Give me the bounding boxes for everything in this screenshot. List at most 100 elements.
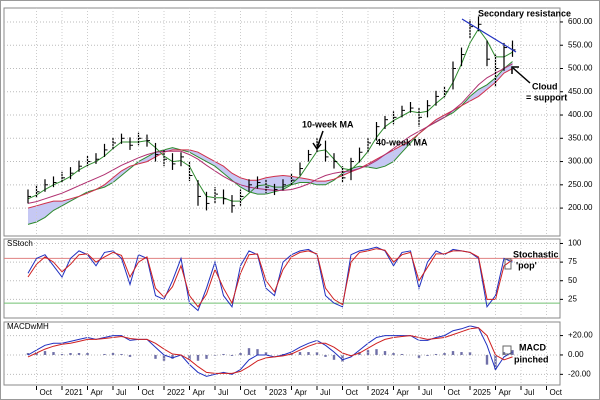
histogram-bar: [205, 354, 208, 359]
resistance-line: [461, 18, 517, 53]
y-tick-label: 250.00: [568, 180, 593, 189]
annotation: Cloud: [532, 81, 558, 91]
x-tick-label: 2023: [269, 388, 287, 397]
y-tick-label: 0.00: [568, 350, 584, 359]
y-tick-label: 100: [568, 239, 582, 248]
histogram-bar: [256, 349, 259, 355]
x-tick-label: Oct: [142, 388, 155, 397]
histogram-bar: [307, 352, 310, 355]
moving-average: [27, 27, 513, 202]
histogram-bar: [264, 352, 268, 355]
histogram-bar: [468, 352, 472, 355]
histogram-bar: [324, 354, 327, 357]
y-tick-label: 400.00: [568, 110, 593, 119]
panel-frame: [3, 7, 561, 237]
x-tick-label: Oct: [244, 388, 257, 397]
annotation: 40-week MA: [376, 137, 428, 147]
cloud-edge: [27, 68, 513, 209]
histogram-bar: [43, 351, 47, 355]
histogram-bar: [154, 354, 157, 359]
x-tick-label: Oct: [550, 388, 563, 397]
panel-label: SStoch: [7, 239, 33, 248]
histogram-bar: [120, 353, 123, 355]
panel-frame: [3, 321, 561, 386]
histogram-bar: [281, 353, 285, 355]
histogram-bar: [171, 354, 174, 359]
annotation: = support: [526, 92, 567, 102]
y-tick-label: 200.00: [568, 203, 593, 212]
x-tick-label: Oct: [346, 388, 359, 397]
histogram-bar: [239, 353, 242, 355]
annotation: MACD: [519, 342, 546, 352]
histogram-bar: [332, 354, 336, 360]
histogram-bar: [451, 351, 455, 355]
histogram-bar: [128, 354, 132, 357]
arrow-head: [312, 142, 322, 151]
histogram-bar: [230, 354, 234, 356]
histogram-bar: [375, 349, 378, 355]
histogram-bar: [417, 354, 421, 358]
x-tick-label: Apr: [91, 388, 104, 397]
histogram-bar: [400, 353, 404, 355]
x-tick-label: Jul: [524, 388, 534, 397]
histogram-bar: [69, 353, 72, 355]
x-tick-label: Apr: [295, 388, 308, 397]
highlight-box: [504, 258, 512, 270]
histogram-bar: [52, 352, 55, 355]
x-tick-label: 2022: [167, 388, 185, 397]
y-tick-label: 75: [568, 257, 577, 266]
highlight-box: [502, 345, 512, 355]
x-tick-label: Jul: [422, 388, 432, 397]
series-line: [27, 327, 513, 374]
histogram-bar: [188, 354, 191, 360]
x-tick-label: 2025: [473, 388, 491, 397]
histogram-bar: [434, 353, 438, 355]
y-tick-label: 25: [568, 294, 577, 303]
histogram-bar: [383, 351, 387, 355]
histogram-bar: [60, 353, 64, 355]
histogram-bar: [196, 354, 200, 361]
x-tick-label: Apr: [499, 388, 512, 397]
histogram-bar: [392, 353, 395, 355]
annotation: pinched: [514, 354, 549, 364]
x-tick-label: 2021: [65, 388, 83, 397]
histogram-bar: [86, 353, 89, 355]
x-tick-label: Jul: [218, 388, 228, 397]
histogram-bar: [443, 353, 446, 355]
histogram-bar: [315, 352, 319, 355]
histogram-bar: [111, 353, 115, 355]
annotation: 'pop': [516, 260, 537, 270]
arrow-head: [511, 66, 519, 74]
annotation: 10-week MA: [302, 119, 354, 129]
series-line: [27, 248, 513, 308]
histogram-bar: [162, 354, 166, 361]
y-tick-label: 50: [568, 276, 577, 285]
cloud: [28, 61, 513, 225]
histogram-bar: [103, 353, 106, 355]
x-tick-label: Apr: [397, 388, 410, 397]
y-tick-label: -20.00: [568, 369, 591, 378]
annotation: Stochastic: [513, 249, 559, 259]
y-tick-label: 450.00: [568, 87, 593, 96]
histogram-bar: [222, 353, 225, 355]
histogram-bar: [247, 348, 251, 355]
histogram-bar: [26, 353, 30, 355]
x-tick-label: Jul: [320, 388, 330, 397]
x-tick-label: Apr: [193, 388, 206, 397]
y-tick-label: 350.00: [568, 133, 593, 142]
histogram-bar: [298, 352, 302, 355]
arrow: [316, 130, 324, 149]
y-tick-label: 500.00: [568, 64, 593, 73]
panel-label: MACDwMH: [7, 322, 49, 331]
y-tick-label: 550.00: [568, 40, 593, 49]
arrow: [512, 67, 531, 84]
histogram-bar: [77, 353, 81, 355]
histogram-bar: [426, 354, 429, 356]
series-line: [27, 246, 513, 312]
y-tick-label: +20.00: [568, 331, 593, 340]
histogram-bar: [494, 354, 497, 370]
x-tick-label: Jul: [116, 388, 126, 397]
y-tick-label: 300.00: [568, 157, 593, 166]
x-tick-label: Oct: [448, 388, 461, 397]
